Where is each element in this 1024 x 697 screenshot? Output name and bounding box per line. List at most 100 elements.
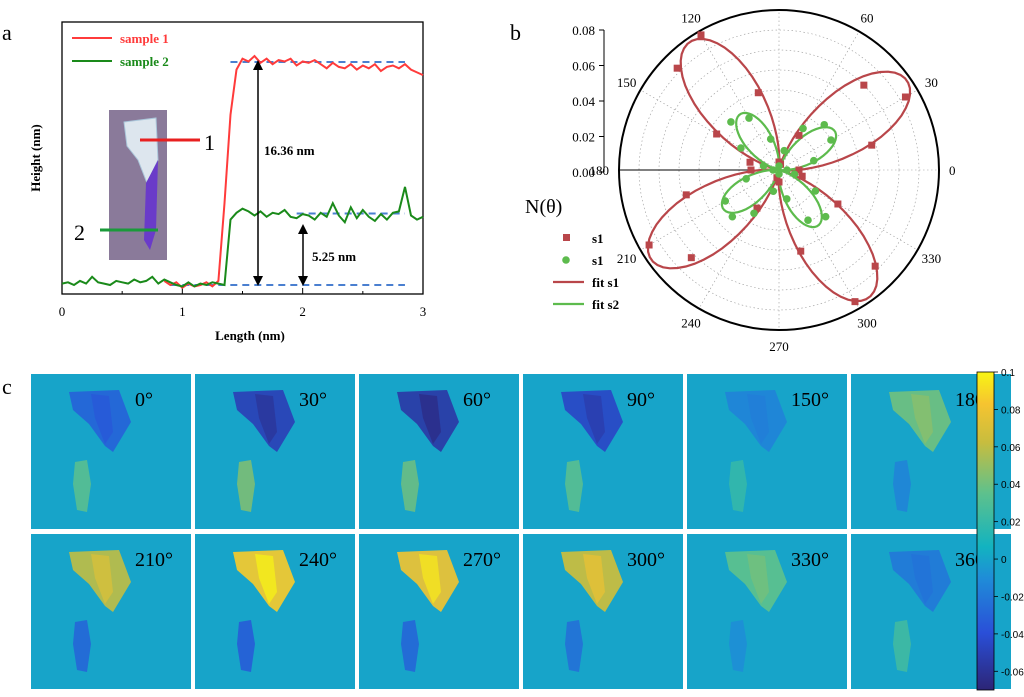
bottom-flake <box>565 620 583 672</box>
top-flake-core <box>747 554 769 604</box>
grid-spoke <box>778 169 860 309</box>
grid-spoke <box>640 89 780 171</box>
heatmap-tiles: 0° 30° 60° 90° 150° 180°210° 240° 270° 300° 330° 3… <box>31 374 1011 689</box>
colorbar-tick-label: 0.1 <box>1001 368 1015 379</box>
series-line-2 <box>61 186 424 288</box>
bottom-flake <box>729 460 747 512</box>
data-point-s1 <box>682 191 690 199</box>
bottom-flake <box>237 460 255 512</box>
y-axis-label: Height (nm) <box>28 124 43 192</box>
tile-angle-label: 270° <box>463 549 501 571</box>
r-tick-label: 0.00 <box>572 165 595 180</box>
data-point-s1 <box>834 200 842 208</box>
data-point-s1 <box>746 158 754 166</box>
data-point-s1 <box>773 174 781 182</box>
data-point-s1 <box>860 81 868 89</box>
tile-angle-label: 300° <box>627 549 665 571</box>
data-point-s1 <box>851 298 859 306</box>
heatmap-tile: 0° <box>31 374 191 529</box>
top-flake-core <box>255 394 277 444</box>
polar-chart: 0.00 0.02 0.04 0.06 0.08 0 30 60 90 120 150 180 210… <box>525 0 956 354</box>
top-flake-core <box>419 554 441 604</box>
r-tick-label: 0.08 <box>572 23 595 38</box>
data-point-s1 <box>775 178 783 186</box>
heatmap-tile: 30° <box>195 374 355 529</box>
bottom-flake <box>893 620 911 672</box>
colorbar-tick-label: -0.04 <box>1001 630 1024 641</box>
inset-optical-image: 1 2 <box>74 110 215 260</box>
tile-angle-label: 240° <box>299 549 337 571</box>
heatmap-tile: 300° <box>523 534 683 689</box>
tile-angle-label: 150° <box>791 389 829 411</box>
data-point-s2 <box>721 197 730 205</box>
data-point-s2 <box>745 114 753 122</box>
legend-marker <box>562 256 570 264</box>
heatmap-tile: 330° <box>687 534 847 689</box>
data-point-s2 <box>790 170 799 178</box>
legend-label: s1 <box>592 253 604 268</box>
marker-label-1: 1 <box>204 130 215 155</box>
step-annotations: 16.36 nm 5.25 nm <box>253 60 356 286</box>
annotation-5nm: 5.25 nm <box>312 249 356 264</box>
legend: sample 1 sample 2 <box>72 31 169 69</box>
annotation-16nm: 16.36 nm <box>264 143 315 158</box>
bottom-flake <box>73 460 91 512</box>
data-point-s2 <box>737 144 745 152</box>
angle-tick-label: 150 <box>617 75 637 90</box>
bottom-flake <box>893 460 911 512</box>
data-point-s1 <box>775 158 783 166</box>
data-point-s1 <box>795 166 803 174</box>
data-point-s1 <box>713 130 721 138</box>
arrow-head-up <box>253 60 263 70</box>
r-tick-label: 0.02 <box>572 130 595 145</box>
legend-label: fit s2 <box>592 297 619 312</box>
panel-b-label: b <box>510 20 521 45</box>
data-points <box>645 31 909 306</box>
data-point-s2 <box>750 209 758 218</box>
arrow-head-down <box>253 276 263 286</box>
top-flake-core <box>255 554 277 604</box>
colorbar-ticks: 0.1 0.08 0.06 0.04 0.02 0 -0.02 -0.04 -0.06 <box>994 368 1024 678</box>
heatmap-tile: 270° <box>359 534 519 689</box>
angle-tick-label: 330 <box>922 251 942 266</box>
data-point-s2 <box>775 162 783 170</box>
r-tick-label: 0.04 <box>572 94 595 109</box>
legend: s1 s1 fit s1 fit s2 <box>553 231 619 312</box>
angle-tick-label: 180 <box>590 163 610 178</box>
bottom-flake <box>237 620 255 672</box>
grid-spoke <box>698 31 780 171</box>
legend-label-sample-2: sample 2 <box>120 54 169 69</box>
legend-label-sample-1: sample 1 <box>120 31 169 46</box>
data-point-s2 <box>769 166 777 174</box>
data-point-s1 <box>673 64 681 72</box>
grid-spoke <box>640 169 780 251</box>
data-point-s1 <box>747 166 755 174</box>
data-point-s1 <box>797 247 805 255</box>
data-point-s2 <box>821 212 830 221</box>
x-tick-label: 0 <box>59 304 66 319</box>
data-point-s2 <box>811 187 820 195</box>
heatmap-grid: 0° 30° 60° 90° 150° 180°210° 240° 270° 300° 330° 3… <box>31 368 1024 691</box>
data-point-s1 <box>753 204 761 212</box>
data-point-s2 <box>799 124 807 133</box>
legend-label: fit s1 <box>592 275 619 290</box>
bottom-flake <box>729 620 747 672</box>
x-tick-label: 1 <box>179 304 186 319</box>
bottom-flake <box>401 460 419 512</box>
data-point-s1 <box>868 141 876 149</box>
angle-tick-labels: 0 30 60 90 120 150 180 210 240 270 300 330 <box>590 0 956 354</box>
data-point-s1 <box>754 89 762 97</box>
tile-angle-label: 30° <box>299 389 327 411</box>
colorbar-tick-label: 0.02 <box>1001 518 1021 529</box>
top-flake-core <box>911 554 933 604</box>
top-flake-core <box>91 394 113 444</box>
data-point-s2 <box>775 170 783 178</box>
colorbar-tick-label: -0.02 <box>1001 592 1024 603</box>
data-point-s1 <box>798 172 806 180</box>
angle-tick-label: 270 <box>769 339 789 354</box>
data-point-s1 <box>901 93 909 101</box>
grid-spoke <box>698 169 780 309</box>
profile-lines <box>61 54 424 289</box>
colorbar-tick-label: 0.04 <box>1001 480 1021 491</box>
